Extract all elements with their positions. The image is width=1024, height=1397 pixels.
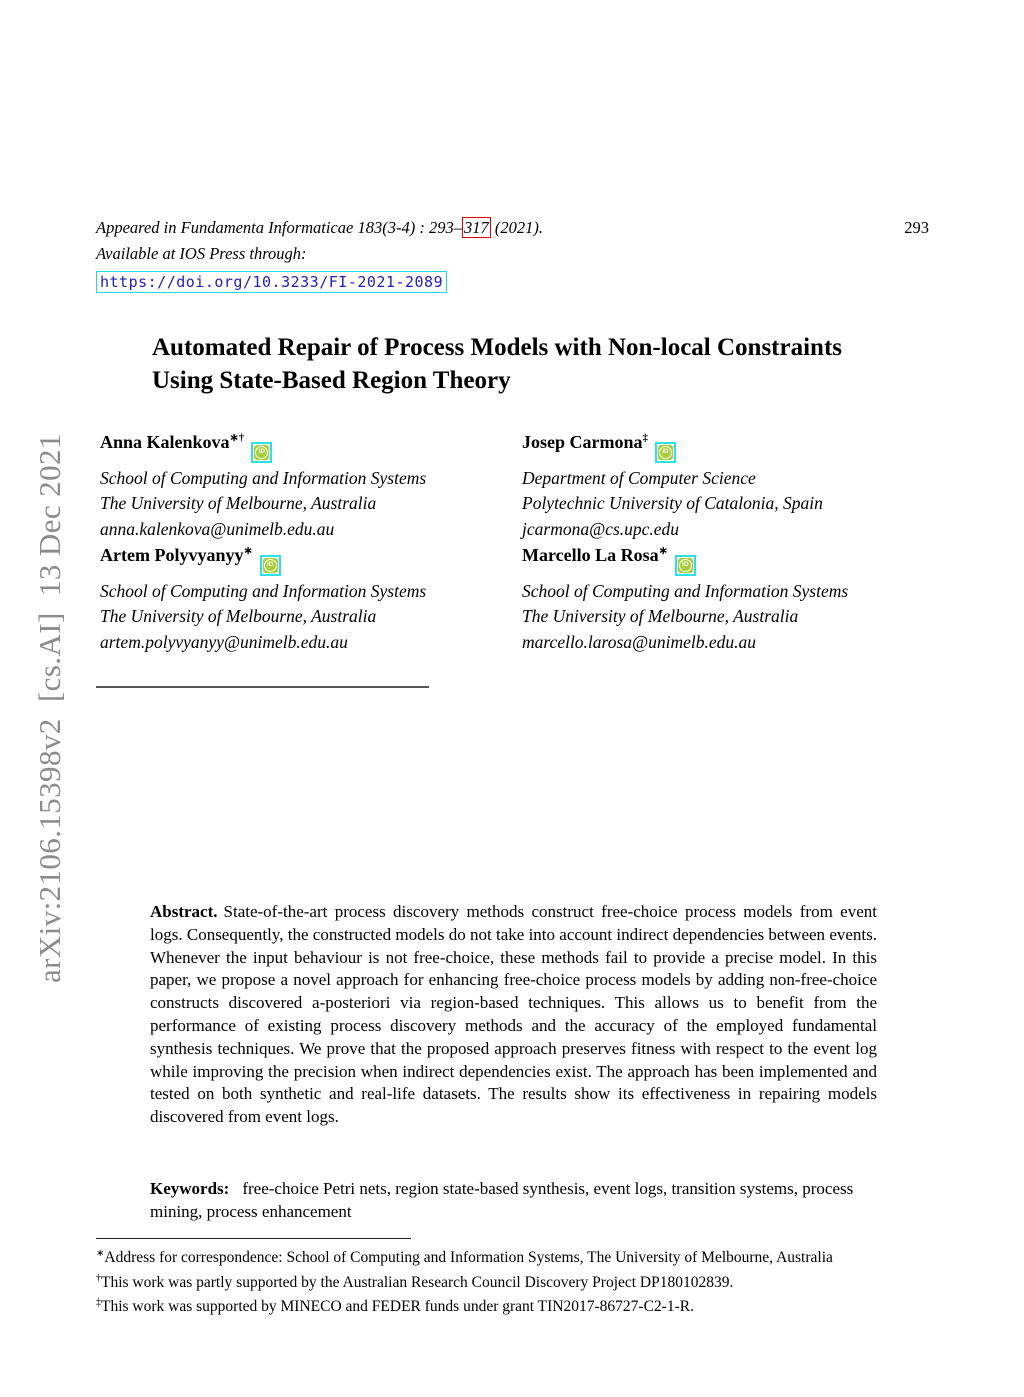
orcid-icon-label: iD	[263, 558, 277, 572]
author-footnote-marks: ∗	[658, 545, 668, 557]
page-range-link[interactable]: 317	[461, 217, 491, 238]
author-affiliation: School of Computing and Information Syst…	[100, 580, 427, 601]
author-name: Josep Carmona‡ iD	[522, 427, 942, 463]
doi-link[interactable]: https://doi.org/10.3233/FI-2021-2089	[96, 271, 448, 293]
footnote-correspondence: ∗Address for correspondence: School of C…	[96, 1244, 946, 1269]
footnote-arc-grant: †This work was partly supported by the A…	[96, 1269, 946, 1294]
author-affiliation: The University of Melbourne, Australia	[522, 606, 799, 627]
appeared-text: Appeared in Fundamenta Informaticae 183(…	[96, 217, 543, 238]
author-block-artem-polyvyanyy: Artem Polyvyanyy∗ iD School of Computing …	[100, 540, 520, 656]
author-block-anna-kalenkova: Anna Kalenkova∗† iD School of Computing a…	[100, 427, 520, 543]
author-email: jcarmona@cs.upc.edu	[522, 519, 680, 540]
orcid-icon: iD	[677, 557, 693, 573]
orcid-icon-label: iD	[659, 445, 672, 459]
author-affiliation: The University of Melbourne, Australia	[100, 606, 377, 627]
author-affiliation: School of Computing and Information Syst…	[100, 467, 427, 488]
author-block-josep-carmona: Josep Carmona‡ iD Department of Computer …	[522, 427, 942, 543]
footnote-mineco-grant: ‡This work was supported by MINECO and F…	[96, 1293, 946, 1318]
orcid-icon: iD	[262, 557, 278, 573]
keywords: Keywords: free-choice Petri nets, region …	[150, 1178, 877, 1224]
appeared-suffix: (2021).	[490, 218, 543, 237]
author-name: Marcello La Rosa∗ iD	[522, 540, 942, 576]
footnote-text: Address for correspondence: School of Co…	[104, 1249, 833, 1267]
paper-title-line2: Using State-Based Region Theory	[152, 367, 511, 394]
orcid-link[interactable]: iD	[674, 554, 696, 576]
author-affiliation: Department of Computer Science	[522, 467, 756, 488]
paper-title: Automated Repair of Process Models with …	[152, 331, 932, 397]
orcid-icon-label: iD	[678, 558, 692, 572]
author-block-marcello-la-rosa: Marcello La Rosa∗ iD School of Computing …	[522, 540, 942, 656]
arxiv-banner: arXiv:2106.15398v2 [cs.AI] 13 Dec 2021	[32, 433, 67, 983]
author-name-text: Marcello La Rosa	[522, 545, 659, 565]
author-affiliation: The University of Melbourne, Australia	[100, 493, 377, 514]
author-email: marcello.larosa@unimelb.edu.au	[522, 632, 757, 653]
keywords-label: Keywords:	[150, 1179, 230, 1198]
author-footnote-marks: ∗	[243, 545, 253, 557]
author-affiliation: School of Computing and Information Syst…	[522, 580, 849, 601]
orcid-icon: iD	[658, 444, 673, 460]
author-name-text: Artem Polyvyanyy	[100, 545, 244, 565]
orcid-link[interactable]: iD	[655, 441, 676, 463]
author-name: Artem Polyvyanyy∗ iD	[100, 540, 520, 576]
appeared-prefix: Appeared in Fundamenta Informaticae 183(…	[96, 218, 462, 237]
footnote-text: This work was partly supported by the Au…	[101, 1273, 734, 1291]
author-affiliation: Polytechnic University of Catalonia, Spa…	[522, 493, 823, 514]
author-name-text: Anna Kalenkova	[100, 432, 230, 452]
footnote-mark: ‡	[96, 1297, 101, 1309]
author-section-rule	[96, 686, 429, 688]
footnotes: ∗Address for correspondence: School of C…	[96, 1244, 946, 1318]
footnote-mark: †	[96, 1272, 101, 1284]
author-name: Anna Kalenkova∗† iD	[100, 427, 520, 463]
page-header: Appeared in Fundamenta Informaticae 183(…	[96, 217, 929, 293]
page-number: 293	[904, 218, 929, 237]
author-name-text: Josep Carmona	[522, 432, 643, 452]
abstract: Abstract. State-of-the-art process discov…	[150, 901, 877, 1129]
author-footnote-marks: ‡	[642, 432, 649, 444]
orcid-icon: iD	[254, 444, 270, 460]
appeared-line: Appeared in Fundamenta Informaticae 183(…	[96, 217, 929, 238]
orcid-link[interactable]: iD	[251, 441, 273, 463]
orcid-icon-label: iD	[255, 445, 269, 459]
author-email: anna.kalenkova@unimelb.edu.au	[100, 519, 335, 540]
footnote-rule	[96, 1238, 411, 1239]
abstract-text: State-of-the-art process discovery metho…	[150, 902, 877, 1127]
footnote-mark: ∗	[96, 1248, 105, 1259]
abstract-label: Abstract.	[150, 902, 218, 921]
keywords-text: free-choice Petri nets, region state-bas…	[150, 1179, 854, 1221]
footnote-text: This work was supported by MINECO and FE…	[101, 1298, 694, 1316]
paper-title-line1: Automated Repair of Process Models with …	[152, 334, 843, 361]
author-email: artem.polyvyanyy@unimelb.edu.au	[100, 632, 348, 653]
author-footnote-marks: ∗†	[229, 432, 245, 444]
available-line: Available at IOS Press through:	[96, 244, 307, 263]
orcid-link[interactable]: iD	[259, 554, 281, 576]
